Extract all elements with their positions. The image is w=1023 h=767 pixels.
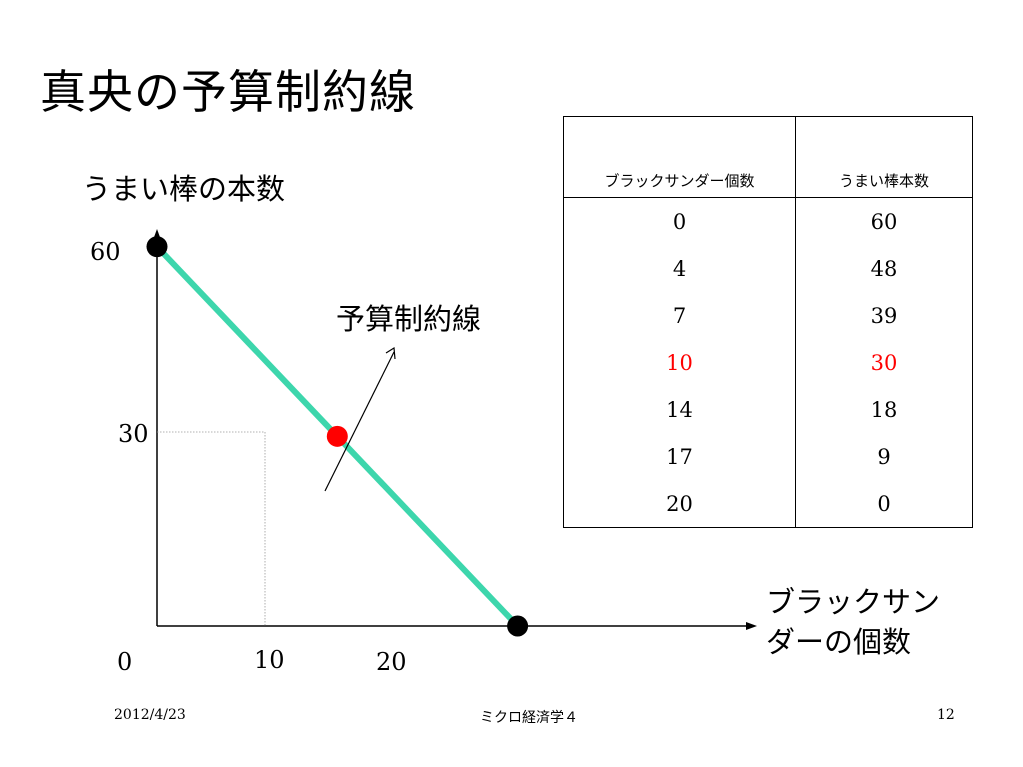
- table-row: 7 39: [564, 292, 973, 339]
- table-header: うまい棒本数: [795, 116, 973, 198]
- table-cell: 7: [672, 303, 687, 328]
- data-table: ブラックサンダー個数 うまい棒本数 0 60 4 48 7 39 10 30 14 18 …: [563, 116, 973, 528]
- table-header: ブラックサンダー個数: [563, 116, 796, 198]
- table-cell: 20: [666, 491, 693, 516]
- footer-date: 2012/4/23: [114, 707, 186, 723]
- table-cell: 30: [795, 339, 973, 386]
- footer-page-number: 12: [937, 707, 955, 723]
- annotation-arrowhead: [385, 346, 396, 360]
- x-axis-label: ブラックサンダーの個数: [766, 585, 941, 659]
- x-axis-arrow: [746, 622, 757, 630]
- table-cell: 10: [666, 350, 693, 375]
- annotation-arrow: [324, 351, 395, 492]
- footer-course: ミクロ経済学４: [480, 710, 578, 726]
- table-row: 0 60: [564, 197, 973, 245]
- table-cell: 4: [672, 256, 687, 281]
- table-row: 4 48: [564, 245, 973, 292]
- table-cell: 60: [795, 197, 973, 245]
- y-axis-label: うまい棒の本数: [82, 172, 286, 206]
- table-header-row: ブラックサンダー個数 うまい棒本数: [563, 116, 973, 198]
- slide-title: 真央の予算制約線: [40, 65, 416, 119]
- table-cell: 14: [666, 397, 693, 422]
- point-marker-highlight: [326, 425, 348, 447]
- x-tick-label: 0: [117, 648, 133, 676]
- point-marker: [507, 615, 529, 637]
- table-cell: 9: [795, 433, 973, 480]
- x-tick-label: 20: [376, 648, 407, 676]
- table-row: 14 18: [564, 386, 973, 433]
- y-tick-label: 60: [90, 238, 121, 266]
- table-cell: 17: [666, 444, 693, 469]
- table-cell: 39: [795, 292, 973, 339]
- point-marker: [146, 236, 168, 258]
- table-row-highlighted: 10 30: [564, 339, 973, 386]
- table-row: 20 0: [564, 480, 973, 528]
- table-row: 17 9: [564, 433, 973, 480]
- table-cell: 0: [795, 480, 973, 528]
- table-cell: 48: [795, 245, 973, 292]
- budget-line-annotation: 予算制約線: [336, 302, 482, 336]
- table-cell: 18: [795, 386, 973, 433]
- y-tick-label: 30: [118, 420, 149, 448]
- x-tick-label: 10: [254, 646, 285, 674]
- table-cell: 0: [672, 209, 687, 234]
